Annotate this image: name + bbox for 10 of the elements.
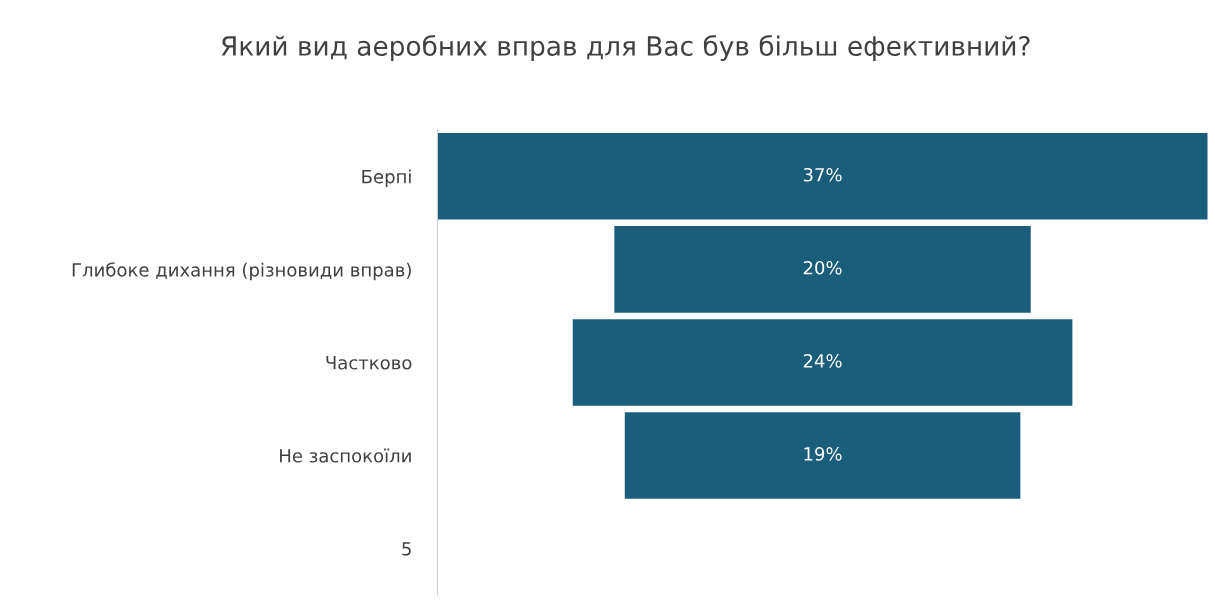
category-label: Не заспокоїли [280, 448, 411, 463]
data-label: 37% [803, 167, 842, 182]
data-label: 19% [804, 447, 842, 461]
data-label: 24% [803, 353, 842, 368]
data-label: 20% [803, 260, 842, 275]
category-label: Берпі [362, 169, 411, 187]
category-label: 5 [402, 542, 411, 556]
category-label: Глибоке дихання (різновиди вправ) [72, 262, 411, 281]
text: Який вид аеробних вправ для Вас був більш ефективний? [221, 35, 1030, 62]
category-label: Частково [326, 356, 412, 370]
